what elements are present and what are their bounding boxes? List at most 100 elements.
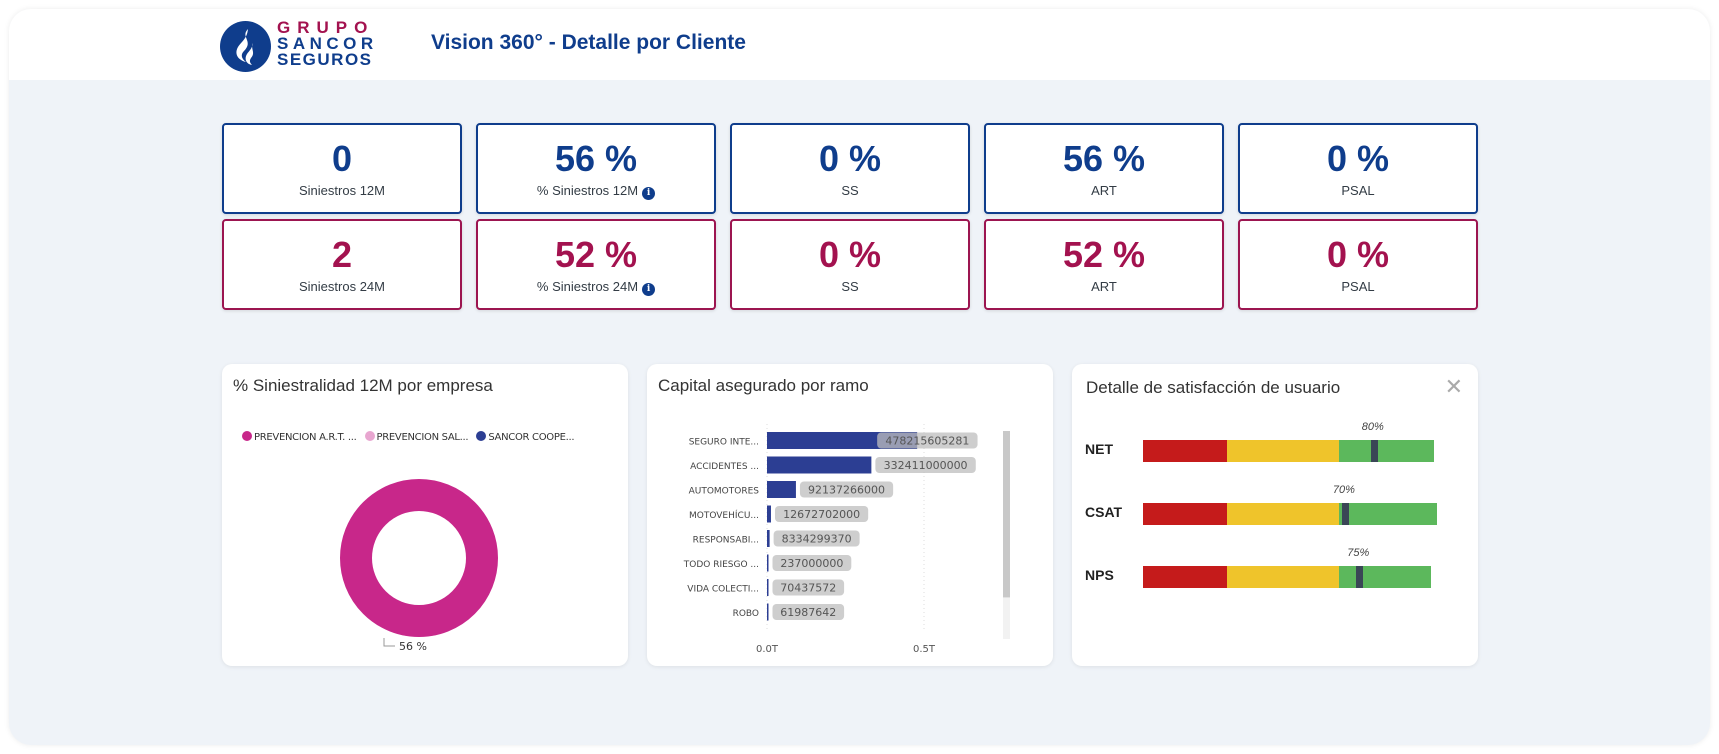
chart-legend: PREVENCION A.R.T. ... PREVENCION SAL... SA… (242, 431, 582, 443)
legend-label: SANCOR COOPE... (488, 432, 575, 443)
kpi-card: 52 % % Siniestros 24M i (476, 219, 716, 310)
data-label-bg (877, 432, 978, 449)
dashboard-frame: GRUPO SANCOR SEGUROS Vision 360° - Detal… (9, 9, 1710, 745)
satisfaction-value-label: 70% (1332, 484, 1355, 496)
kpi-label-text: PSAL (1341, 279, 1375, 294)
kpi-label: SS (732, 279, 968, 295)
close-icon[interactable]: ✕ (1444, 374, 1463, 399)
kpi-label-text: % Siniestros 24M (536, 279, 639, 294)
category-label: VIDA COLECTI... (687, 585, 759, 595)
legend-dot-icon (364, 431, 375, 441)
data-label-bg (772, 579, 845, 596)
data-label: 8334299370 (782, 533, 852, 546)
kpi-value: 0 % (818, 234, 882, 275)
data-label: 332411000000 (884, 459, 968, 472)
data-label: 70437572 (780, 582, 836, 595)
category-label: AUTOMOTORES (689, 487, 760, 497)
value-marker (1341, 503, 1349, 525)
bar (767, 554, 769, 572)
value-marker (1370, 440, 1378, 462)
panel-title: % Siniestralidad 12M por empresa (233, 376, 493, 395)
data-label: 61987642 (780, 606, 836, 619)
kpi-label: % Siniestros 12M i (478, 183, 714, 200)
kpi-card: 2 Siniestros 24M (222, 219, 462, 310)
kpi-label-text: SS (841, 279, 859, 294)
kpi-value: 56 % (554, 138, 638, 179)
panel-title: Capital asegurado por ramo (658, 376, 869, 395)
kpi-label: PSAL (1240, 279, 1476, 295)
kpi-label: SS (732, 183, 968, 199)
panel-title: Detalle de satisfacción de usuario (1086, 378, 1341, 397)
kpi-label: Siniestros 24M (224, 279, 460, 295)
kpi-label-text: PSAL (1341, 183, 1375, 198)
category-label: TODO RIESGO ... (683, 560, 759, 570)
data-label-bg (774, 506, 869, 522)
flame-logo-icon (220, 21, 271, 72)
kpi-card: 56 % ART (984, 123, 1224, 214)
bar (767, 603, 769, 621)
band-mid (1227, 566, 1339, 588)
legend-dot-icon (476, 431, 487, 441)
data-label-bg (875, 457, 976, 473)
logo-line-grupo: GRUPO (277, 18, 375, 37)
kpi-label-text: ART (1091, 183, 1117, 198)
kpi-label: ART (986, 279, 1222, 295)
band-low (1143, 566, 1227, 588)
scrollbar-thumb[interactable] (1003, 431, 1010, 598)
band-mid (1227, 440, 1339, 462)
data-label-bg (799, 481, 894, 498)
kpi-label-text: Siniestros 24M (299, 279, 385, 294)
legend-item[interactable]: PREVENCION SAL... (364, 431, 469, 443)
header: GRUPO SANCOR SEGUROS Vision 360° - Detal… (9, 9, 1710, 80)
legend-label: PREVENCION SAL... (376, 432, 469, 443)
kpi-card: 56 % % Siniestros 12M i (476, 123, 716, 214)
bar (767, 579, 769, 596)
legend-item[interactable]: PREVENCION A.R.T. ... (242, 431, 357, 443)
bar (767, 456, 872, 474)
band-low (1143, 503, 1227, 525)
legend-item[interactable]: SANCOR COOPE... (476, 431, 575, 443)
kpi-value: 0 (331, 138, 353, 179)
siniestralidad-panel: % Siniestralidad 12M por empresa PREVENC… (222, 364, 628, 666)
value-marker (1356, 566, 1364, 588)
category-label: MOTOVEHÍCU... (689, 509, 759, 521)
kpi-label-text: SS (841, 183, 859, 198)
category-label: ACCIDENTES ... (690, 462, 759, 472)
data-label-bg (773, 530, 860, 547)
kpi-card: 0 % PSAL (1238, 123, 1478, 214)
kpi-label: Siniestros 12M (224, 183, 460, 199)
x-tick-label: 0.5T (913, 644, 936, 655)
band-high (1339, 440, 1435, 462)
label-leader-line (383, 638, 395, 647)
kpi-card: 52 % ART (984, 219, 1224, 310)
data-label: 12672702000 (783, 508, 860, 521)
capital-panel: Capital asegurado por ramo 0.0T 0.5T SEGUR… (647, 364, 1053, 666)
category-label: ROBO (733, 609, 759, 619)
data-label-bg (772, 604, 845, 620)
info-icon[interactable]: i (642, 283, 656, 296)
kpi-label-text: Siniestros 12M (299, 183, 385, 198)
satisfaction-value-label: 80% (1361, 421, 1384, 433)
kpi-value: 56 % (1062, 138, 1146, 179)
bar (767, 530, 770, 547)
data-label: 478215605281 (885, 435, 969, 448)
data-label: 237000000 (780, 557, 843, 570)
satisfaction-value-label: 75% (1347, 547, 1370, 559)
kpi-card: 0 % SS (730, 123, 970, 214)
donut-chart: 56 % (340, 479, 498, 653)
band-low (1143, 440, 1227, 462)
logo-line-seguros: SEGUROS (277, 50, 373, 69)
category-label: RESPONSABI... (693, 536, 759, 546)
x-tick-label: 0.0T (756, 644, 779, 655)
band-mid (1227, 503, 1339, 525)
band-high (1339, 503, 1437, 525)
info-icon[interactable]: i (642, 187, 656, 200)
logo-wordmark: GRUPO SANCOR SEGUROS (277, 18, 378, 69)
brand-logo[interactable]: GRUPO SANCOR SEGUROS (220, 18, 390, 72)
kpi-label: ART (986, 183, 1222, 199)
donut-data-label: 56 % (399, 640, 427, 653)
kpi-card: 0 % SS (730, 219, 970, 310)
band-high (1339, 566, 1432, 588)
kpi-label-text: ART (1091, 279, 1117, 294)
logo-line-sancor: SANCOR (277, 34, 378, 53)
